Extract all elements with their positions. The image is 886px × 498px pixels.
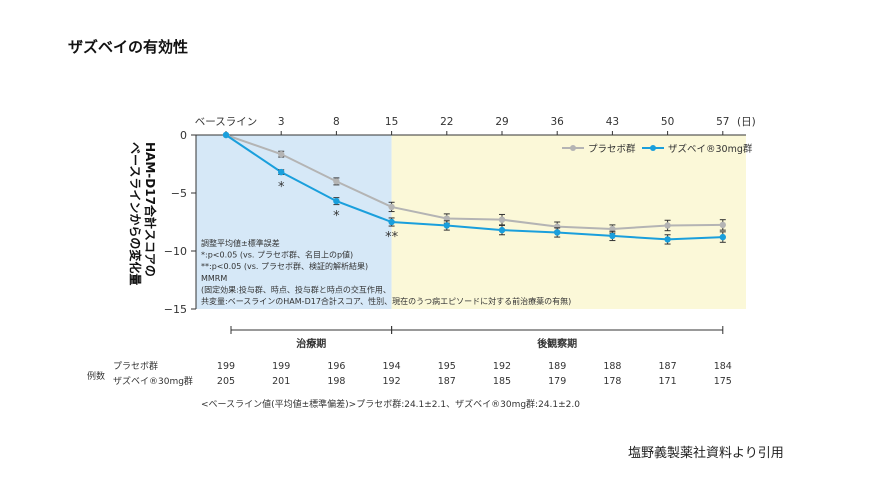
significance-mark: * [278, 180, 285, 195]
x-tick-label: 57 [716, 116, 729, 128]
data-point [443, 215, 450, 222]
data-point [719, 221, 726, 229]
y-tick-label: 0 [180, 129, 187, 142]
chart-note: (固定効果:投与群、時点、投与群と時点の交互作用、 [201, 284, 391, 294]
n-value: 185 [493, 376, 511, 387]
n-value: 178 [603, 376, 621, 387]
n-value: 175 [714, 376, 732, 387]
n-table-label: 例数 [87, 370, 105, 382]
period-background [391, 135, 746, 309]
series-line [225, 134, 723, 241]
n-value: 184 [714, 361, 732, 372]
n-value: 187 [438, 376, 456, 387]
data-point [498, 216, 506, 223]
x-tick-label: 8 [333, 116, 340, 128]
n-value: 188 [603, 361, 621, 372]
n-value: 192 [493, 361, 511, 372]
significance-mark: * [333, 209, 340, 224]
chart-note: 共変量:ベースラインのHAM-D17合計スコア、性別、現在のうつ病エピソードに対… [201, 296, 571, 306]
chart-note: 調整平均値±標準誤差 [201, 238, 280, 248]
data-point [443, 222, 450, 229]
data-point [609, 232, 616, 240]
n-value: 201 [272, 376, 290, 387]
n-value: 196 [327, 361, 345, 372]
source-note: 塩野義製薬社資料より引用 [628, 446, 784, 461]
data-point [664, 236, 671, 243]
chart-note: *:p<0.05 (vs. プラセボ群、名目上のp値) [201, 250, 353, 260]
data-point [333, 178, 340, 185]
series-line [225, 134, 723, 230]
legend-marker [570, 145, 576, 151]
n-value: 189 [548, 361, 566, 372]
y-axis-label: ベースラインからの変化量 [128, 142, 143, 285]
n-value: 199 [217, 361, 235, 372]
data-point [222, 131, 230, 139]
x-tick-label: 29 [495, 116, 508, 128]
x-tick-label: 22 [440, 116, 453, 128]
data-point [278, 150, 285, 158]
data-point [278, 168, 285, 176]
y-tick-label: −15 [164, 303, 187, 316]
n-value: 192 [383, 376, 401, 387]
chart-note: MMRM [201, 274, 227, 283]
x-tick-label: 50 [661, 116, 674, 128]
significance-mark: ** [385, 230, 399, 245]
data-point [609, 225, 616, 233]
data-point [719, 233, 726, 241]
period-background [196, 135, 392, 309]
x-unit-label: (日) [737, 116, 756, 128]
n-value: 179 [548, 376, 566, 387]
n-row-name: プラセボ群 [113, 360, 158, 372]
chart-note: **:p<0.05 (vs. プラセボ群、検証的解析結果) [201, 261, 368, 271]
n-value: 205 [217, 376, 235, 387]
data-point [388, 218, 395, 226]
data-point [554, 229, 561, 236]
x-tick-label: ベースライン [195, 116, 257, 128]
n-value: 198 [327, 376, 345, 387]
y-tick-label: −10 [164, 245, 187, 258]
y-axis-label: HAM-D17合計スコアの [143, 142, 158, 277]
x-tick-label: 43 [606, 116, 619, 128]
n-row-name: ザズベイ®30mg群 [113, 375, 193, 387]
period-label: 治療期 [296, 337, 326, 350]
page-title: ザズベイの有効性 [68, 38, 189, 56]
y-tick-label: −5 [171, 187, 187, 200]
n-value: 194 [383, 361, 401, 372]
n-value: 195 [438, 361, 456, 372]
data-point [498, 226, 506, 234]
x-tick-label: 3 [278, 116, 285, 128]
n-value: 199 [272, 361, 290, 372]
legend-marker [650, 145, 656, 151]
x-tick-label: 15 [385, 116, 398, 128]
n-value: 187 [659, 361, 677, 372]
period-label: 後観察期 [537, 337, 577, 350]
data-point [388, 203, 395, 211]
n-value: 171 [659, 376, 677, 387]
x-tick-label: 36 [551, 116, 565, 128]
data-point [664, 222, 671, 229]
baseline-note: <ベースライン値(平均値±標準偏差)>プラセボ群:24.1±2.1、ザズベイ®3… [201, 398, 580, 410]
data-point [333, 197, 340, 205]
legend-label: プラセボ群 [588, 143, 636, 155]
legend-label: ザズベイ®30mg群 [668, 143, 753, 155]
